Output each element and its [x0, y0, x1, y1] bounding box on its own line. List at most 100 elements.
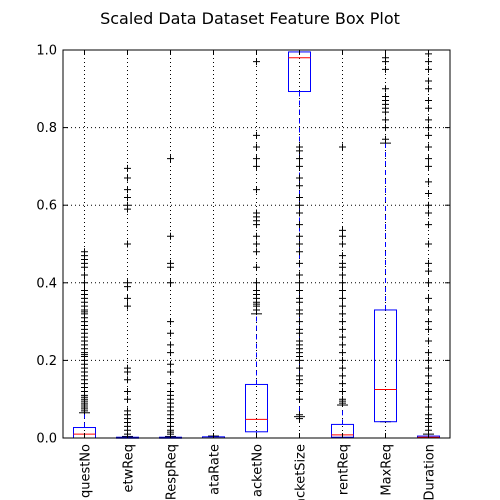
chart-title: Scaled Data Dataset Feature Box Plot [100, 9, 400, 28]
flier-point [296, 364, 303, 372]
flier-point [339, 349, 346, 357]
y-tick-label: 0.8 [36, 121, 57, 136]
flier-point [382, 85, 389, 93]
flier-point [425, 201, 432, 209]
flier-point [296, 395, 303, 403]
flier-point [425, 294, 432, 302]
flier-point [124, 407, 131, 415]
flier-point [339, 287, 346, 295]
flier-point [124, 240, 131, 248]
flier-point [124, 294, 131, 302]
flier-point [296, 337, 303, 345]
flier-point [425, 380, 432, 388]
flier-point [339, 279, 346, 287]
box-iqr [245, 383, 268, 433]
flier-point [253, 143, 260, 151]
flier-point [296, 279, 303, 287]
flier-point [167, 360, 174, 368]
flier-point [124, 193, 131, 201]
flier-point [339, 333, 346, 341]
box-iqr [374, 309, 397, 423]
flier-point [425, 65, 432, 73]
x-tick-label: Duration [423, 444, 438, 500]
flier-point [296, 271, 303, 279]
x-tick-label: acketSize [294, 444, 309, 500]
flier-point [339, 143, 346, 151]
flier-point [425, 306, 432, 314]
flier-point [253, 287, 260, 295]
flier-point [339, 325, 346, 333]
flier-point [253, 232, 260, 240]
flier-point [339, 240, 346, 248]
flier-point [81, 248, 88, 256]
flier-point [339, 310, 346, 318]
flier-point [253, 155, 260, 163]
x-tick-label: rentReq [337, 444, 352, 495]
flier-point [425, 190, 432, 198]
flier-point [296, 162, 303, 170]
flier-point [296, 221, 303, 229]
flier-point [339, 294, 346, 302]
flier-point [425, 279, 432, 287]
flier-point [167, 155, 174, 163]
flier-point [425, 356, 432, 364]
flier-point [425, 162, 432, 170]
y-axis: 0.0 0.2 0.4 0.6 0.8 1.0 [36, 44, 450, 447]
flier-point [253, 279, 260, 287]
flier-point [167, 232, 174, 240]
flier-point [124, 279, 131, 287]
x-axis: questNo etwReq RespReq ataRate acketNo acketS… [79, 50, 438, 500]
flier-point [296, 294, 303, 302]
flier-point [425, 318, 432, 326]
box-packetno [245, 58, 268, 439]
flier-point [296, 201, 303, 209]
flier-point [167, 318, 174, 326]
box-maxreq [374, 54, 397, 423]
flier-point [253, 131, 260, 139]
flier-point [296, 387, 303, 395]
y-tick-label: 0.4 [36, 276, 57, 291]
flier-point [167, 329, 174, 337]
x-tick-label: acketNo [251, 444, 266, 497]
flier-point [167, 387, 174, 395]
flier-point [296, 318, 303, 326]
flier-point [296, 193, 303, 201]
y-tick-label: 0.6 [36, 199, 57, 214]
flier-point [167, 380, 174, 388]
flier-point [339, 302, 346, 310]
flier-point [382, 54, 389, 62]
flier-point [253, 263, 260, 271]
flier-point [339, 364, 346, 372]
x-tick-label: questNo [79, 444, 94, 498]
flier-point [124, 186, 131, 194]
flier-point [425, 403, 432, 411]
x-tick-label: RespReq [165, 444, 180, 500]
flier-point [296, 325, 303, 333]
flier-point [296, 411, 303, 419]
flier-point [167, 279, 174, 287]
flier-point [339, 356, 346, 364]
box-respreq [159, 155, 182, 439]
flier-point [253, 58, 260, 66]
flier-point [124, 364, 131, 372]
flier-point [81, 287, 88, 295]
flier-point [425, 411, 432, 419]
flier-point [425, 143, 432, 151]
flier-point [296, 240, 303, 248]
flier-point [425, 325, 432, 333]
flier-point [167, 341, 174, 349]
flier-point [425, 131, 432, 139]
flier-point [425, 116, 432, 124]
flier-point [425, 85, 432, 93]
y-tick-label: 0.0 [36, 432, 57, 447]
flier-point [425, 155, 432, 163]
box-requestno [73, 248, 96, 439]
flier-point [425, 240, 432, 248]
flier-point [425, 372, 432, 380]
flier-point [425, 259, 432, 267]
x-tick-label: ataRate [208, 444, 223, 495]
flier-point [296, 182, 303, 190]
flier-point [339, 380, 346, 388]
flier-point [339, 387, 346, 395]
flier-point [81, 271, 88, 279]
